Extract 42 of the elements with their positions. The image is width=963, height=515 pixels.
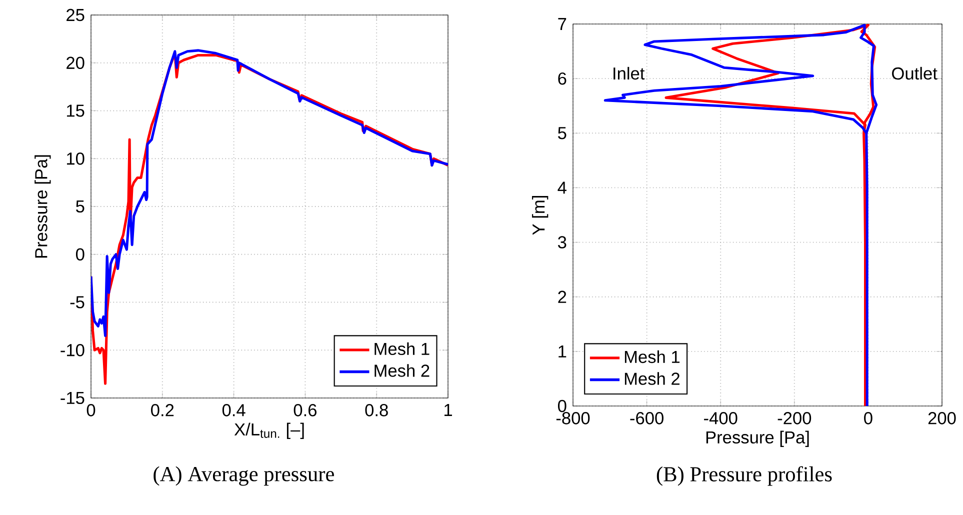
y-tick-label: 6 [558,72,566,85]
y-tick-label: 20 [66,56,84,70]
y-axis-title: Y [m] [532,196,548,235]
x-tick-label: 0.8 [365,404,388,416]
y-tick-label: 10 [67,152,84,165]
x-tick-label: 0 [86,404,96,416]
y-tick-label: 2 [558,290,566,303]
y-tick-label: 5 [76,200,84,213]
y-tick-label: 5 [558,127,566,140]
y-tick-label: 3 [558,236,566,248]
y-axis-title: Pressure [Pa] [34,155,51,258]
y-tick-label: 1 [558,345,566,358]
x-tick-label: 0.4 [222,404,246,416]
x-tick-label: 200 [928,412,956,424]
y-tick-label: 0 [76,248,84,261]
legend-label: Mesh 2 [374,364,430,377]
x-axis-title: X/L$_{tun.}$ [–] [234,422,304,439]
line-series [604,24,878,406]
y-tick-label: -5 [70,296,84,308]
text: (A) Average pressure [154,466,334,486]
text: (B) Pressure profiles [656,466,832,486]
y-tick-label: 7 [558,18,566,30]
y-tick-label: 25 [66,8,84,22]
x-tick-label: 1 [444,404,452,416]
annotation: Inlet [614,66,645,80]
x-axis-title: Pressure [Pa] [706,430,809,447]
legend-label: Mesh 1 [374,342,430,356]
y-tick-label: -15 [60,392,84,404]
x-tick-label: 0.6 [294,404,316,416]
x-tick-label: 0 [864,412,872,424]
x-tick-label: 0.2 [151,404,174,416]
x-tick-label: -600 [630,412,664,424]
annotation: Outlet [892,66,938,80]
x-tick-label: -400 [704,412,738,424]
x-tick-label: -800 [556,412,590,424]
y-tick-label: -10 [60,344,84,356]
legend-label: Mesh 2 [624,372,680,385]
x-tick-label: -200 [778,412,812,424]
line-series [91,49,448,338]
y-tick-label: 4 [558,182,566,194]
legend-label: Mesh 1 [624,350,680,364]
y-tick-label: 15 [67,104,84,117]
